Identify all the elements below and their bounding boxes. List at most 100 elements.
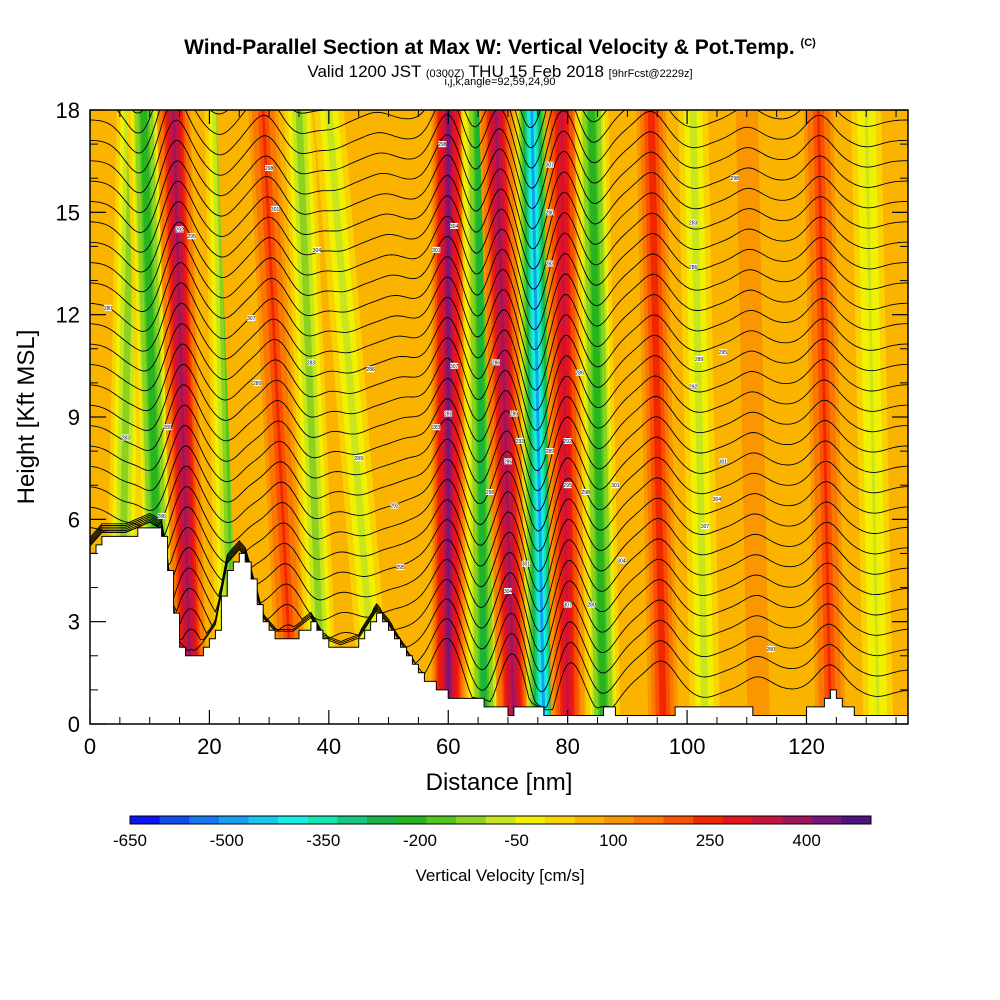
svg-text:304: 304 (504, 589, 513, 595)
x-tick-label: 60 (436, 734, 460, 759)
y-axis-label: Height [Kft MSL] (13, 330, 40, 505)
isentrope-line (90, 296, 908, 391)
isentrope-line (90, 519, 908, 613)
x-axis-label: Distance [nm] (426, 769, 573, 796)
svg-text:289: 289 (546, 449, 555, 455)
colorbar-swatch (782, 816, 813, 824)
svg-text:301: 301 (432, 248, 441, 254)
x-tick-label: 120 (788, 734, 825, 759)
colorbar-swatch (722, 816, 753, 824)
isentrope-label: 298 (731, 175, 739, 182)
svg-text:298: 298 (581, 490, 590, 496)
velocity-band (216, 110, 275, 724)
isentrope-line (90, 276, 908, 371)
colorbar-swatch (515, 816, 546, 824)
isentrope-label: 286 (575, 369, 584, 377)
isentrope-label: 307 (546, 161, 554, 169)
svg-text:292: 292 (390, 504, 399, 510)
svg-text:307: 307 (450, 364, 459, 370)
isentrope-label: 289 (695, 356, 703, 363)
isentrope-label: 298 (438, 141, 447, 148)
isentrope-label: 298 (265, 165, 273, 172)
isentrope-label: 280 (587, 601, 596, 609)
colorbar-swatch (159, 816, 190, 824)
y-tick-label: 12 (56, 303, 80, 328)
colorbar-tick-label: 400 (792, 831, 820, 850)
velocity-band-level (816, 110, 832, 724)
svg-text:280: 280 (587, 603, 596, 609)
velocity-band-level (476, 110, 486, 724)
svg-text:304: 304 (713, 497, 722, 503)
isentrope-line (90, 114, 908, 210)
colorbar-swatch (574, 816, 605, 824)
isentrope-label: 286 (689, 263, 698, 271)
svg-text:286: 286 (689, 265, 698, 271)
velocity-band (311, 110, 394, 724)
svg-text:283: 283 (307, 360, 316, 366)
isentrope-line (90, 499, 908, 592)
isentrope-label: 292 (175, 226, 184, 233)
svg-text:280: 280 (546, 210, 555, 216)
isentrope-line (90, 398, 908, 492)
isentrope-label: 298 (581, 489, 590, 496)
isentrope-line (90, 337, 908, 431)
svg-text:292: 292 (564, 439, 573, 445)
colorbar-swatch (278, 816, 309, 824)
velocity-band-level (494, 110, 516, 724)
svg-text:295: 295 (396, 565, 405, 571)
svg-text:283: 283 (689, 221, 698, 227)
x-tick-label: 20 (197, 734, 221, 759)
isentrope-label: 295 (719, 349, 727, 356)
y-tick-label: 0 (68, 712, 80, 737)
svg-text:286: 286 (492, 360, 501, 366)
y-tick-label: 6 (68, 507, 80, 532)
isentrope-label: 283 (546, 260, 554, 268)
isentrope-line (90, 13, 908, 107)
colorbar-frame (129, 815, 872, 825)
colorbar-swatch (426, 816, 457, 824)
isentrope-line (90, 377, 908, 472)
svg-text:280: 280 (104, 306, 113, 312)
svg-text:301: 301 (611, 483, 620, 489)
isentrope-label: 301 (719, 458, 727, 465)
isentrope-line (90, 317, 908, 411)
isentrope-label: 292 (564, 437, 573, 445)
isentrope-label: 292 (516, 437, 524, 445)
colorbar-swatch (544, 816, 575, 824)
isentrope-label: 280 (444, 410, 453, 418)
isentrope-label: 295 (396, 564, 405, 571)
chart-title: Wind-Parallel Section at Max W: Vertical… (184, 36, 816, 59)
isentrope-label: 292 (689, 383, 697, 390)
terrain-mask (90, 527, 908, 724)
isentrope-label: 301 (522, 560, 530, 568)
y-tick-label: 18 (56, 98, 80, 123)
velocity-band-level (261, 110, 295, 724)
svg-text:307: 307 (564, 603, 573, 609)
isentrope-label: 289 (163, 424, 172, 431)
svg-text:304: 304 (450, 224, 459, 230)
svg-text:298: 298 (438, 142, 447, 148)
isentrope-label: 304 (313, 246, 321, 254)
svg-text:280: 280 (253, 381, 262, 387)
colorbar-swatch (307, 816, 338, 824)
isentrope-label: 307 (564, 601, 573, 609)
isentrope-line (90, 110, 908, 189)
colorbar-swatch (218, 816, 249, 824)
isentrope-line (90, 174, 908, 270)
x-tick-label: 40 (317, 734, 341, 759)
isentrope-label: 289 (510, 410, 518, 418)
velocity-band-level (446, 110, 450, 724)
y-tick-label: 3 (68, 610, 80, 635)
colorbar-swatch (337, 816, 368, 824)
isentrope-label: 289 (546, 448, 555, 455)
isentrope-label: 304 (617, 557, 626, 564)
isentrope-line (90, 195, 908, 290)
isentrope-label: 286 (492, 359, 501, 366)
copyright-mark: (C) (800, 37, 816, 49)
velocity-band-level (625, 110, 641, 724)
svg-text:295: 295 (564, 483, 573, 489)
colorbar-swatch (841, 816, 872, 824)
isentrope-label: 280 (546, 209, 555, 216)
colorbar-swatch (693, 816, 724, 824)
